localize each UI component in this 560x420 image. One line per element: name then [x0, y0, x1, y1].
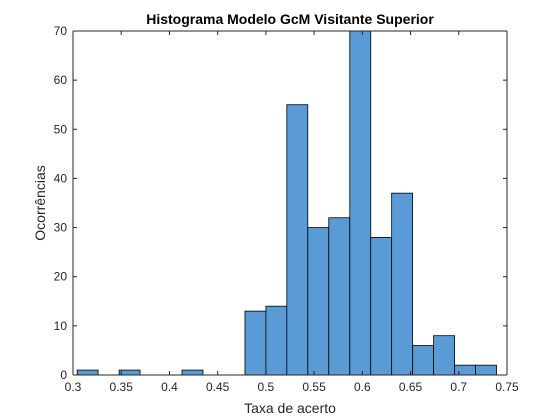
- x-tick-label: 0.65: [399, 380, 423, 394]
- x-tick-label: 0.6: [354, 380, 371, 394]
- y-tick-label: 0: [60, 368, 67, 382]
- y-tick-label: 70: [54, 24, 68, 38]
- histogram-bar: [76, 369, 99, 376]
- histogram-bar: [286, 104, 309, 376]
- histogram-bar: [349, 30, 372, 376]
- histogram-bar: [328, 217, 351, 376]
- histogram-bar: [118, 369, 141, 376]
- histogram-bar: [244, 310, 267, 376]
- histogram-bar: [454, 364, 476, 376]
- x-tick-label: 0.75: [495, 380, 519, 394]
- axes-group: [72, 30, 508, 376]
- x-tick-label: 0.4: [161, 380, 178, 394]
- y-tick-label: 30: [54, 221, 68, 235]
- y-tick-label: 50: [54, 122, 68, 136]
- x-tick-label: 0.3: [65, 380, 82, 394]
- histogram-bar: [265, 305, 288, 376]
- histogram-bar: [307, 227, 330, 376]
- y-tick-label: 20: [54, 270, 68, 284]
- histogram-bar: [433, 335, 455, 376]
- y-tick-label: 40: [54, 171, 68, 185]
- y-tick-labels: 0 10 20 30 40 50 60 70: [54, 24, 68, 382]
- x-tick-label: 0.7: [450, 380, 467, 394]
- y-tick-label: 10: [54, 319, 68, 333]
- x-tick-label: 0.5: [258, 380, 275, 394]
- x-tick-label: 0.35: [110, 380, 134, 394]
- y-axis-label: Ocorrências: [32, 165, 48, 240]
- histogram-bar: [391, 192, 414, 376]
- histogram-bar: [475, 364, 497, 376]
- histogram-bar: [412, 345, 435, 376]
- histogram-bar: [370, 236, 393, 376]
- x-axis-label: Taxa de acerto: [244, 400, 336, 416]
- histogram-bar: [181, 369, 204, 376]
- chart-title: Histograma Modelo GcM Visitante Superior: [146, 11, 434, 27]
- x-tick-label: 0.45: [206, 380, 230, 394]
- x-tick-labels: 0.3 0.35 0.4 0.45 0.5 0.55 0.6 0.65 0.7 0.75: [65, 380, 519, 394]
- x-tick-label: 0.55: [302, 380, 326, 394]
- y-tick-label: 60: [54, 73, 68, 87]
